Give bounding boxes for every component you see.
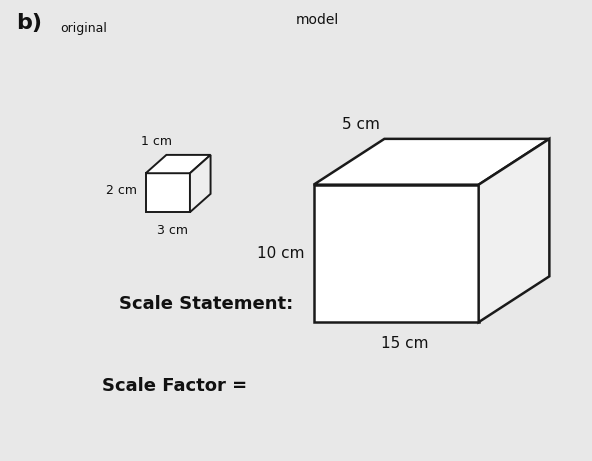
Text: 5 cm: 5 cm bbox=[342, 117, 380, 132]
Text: 10 cm: 10 cm bbox=[258, 246, 305, 261]
Text: Scale Factor =: Scale Factor = bbox=[102, 377, 247, 395]
Text: model: model bbox=[296, 13, 339, 27]
Polygon shape bbox=[190, 155, 211, 212]
Text: 15 cm: 15 cm bbox=[381, 336, 428, 351]
Text: original: original bbox=[60, 22, 107, 35]
Text: b): b) bbox=[16, 13, 42, 33]
Polygon shape bbox=[314, 139, 549, 185]
Text: 1 cm: 1 cm bbox=[140, 135, 172, 148]
Polygon shape bbox=[146, 155, 211, 173]
Text: 3 cm: 3 cm bbox=[157, 224, 188, 236]
Polygon shape bbox=[479, 139, 549, 322]
Text: 2 cm: 2 cm bbox=[106, 184, 137, 197]
Text: Scale Statement:: Scale Statement: bbox=[119, 295, 294, 313]
Polygon shape bbox=[146, 173, 190, 212]
Polygon shape bbox=[314, 185, 479, 322]
